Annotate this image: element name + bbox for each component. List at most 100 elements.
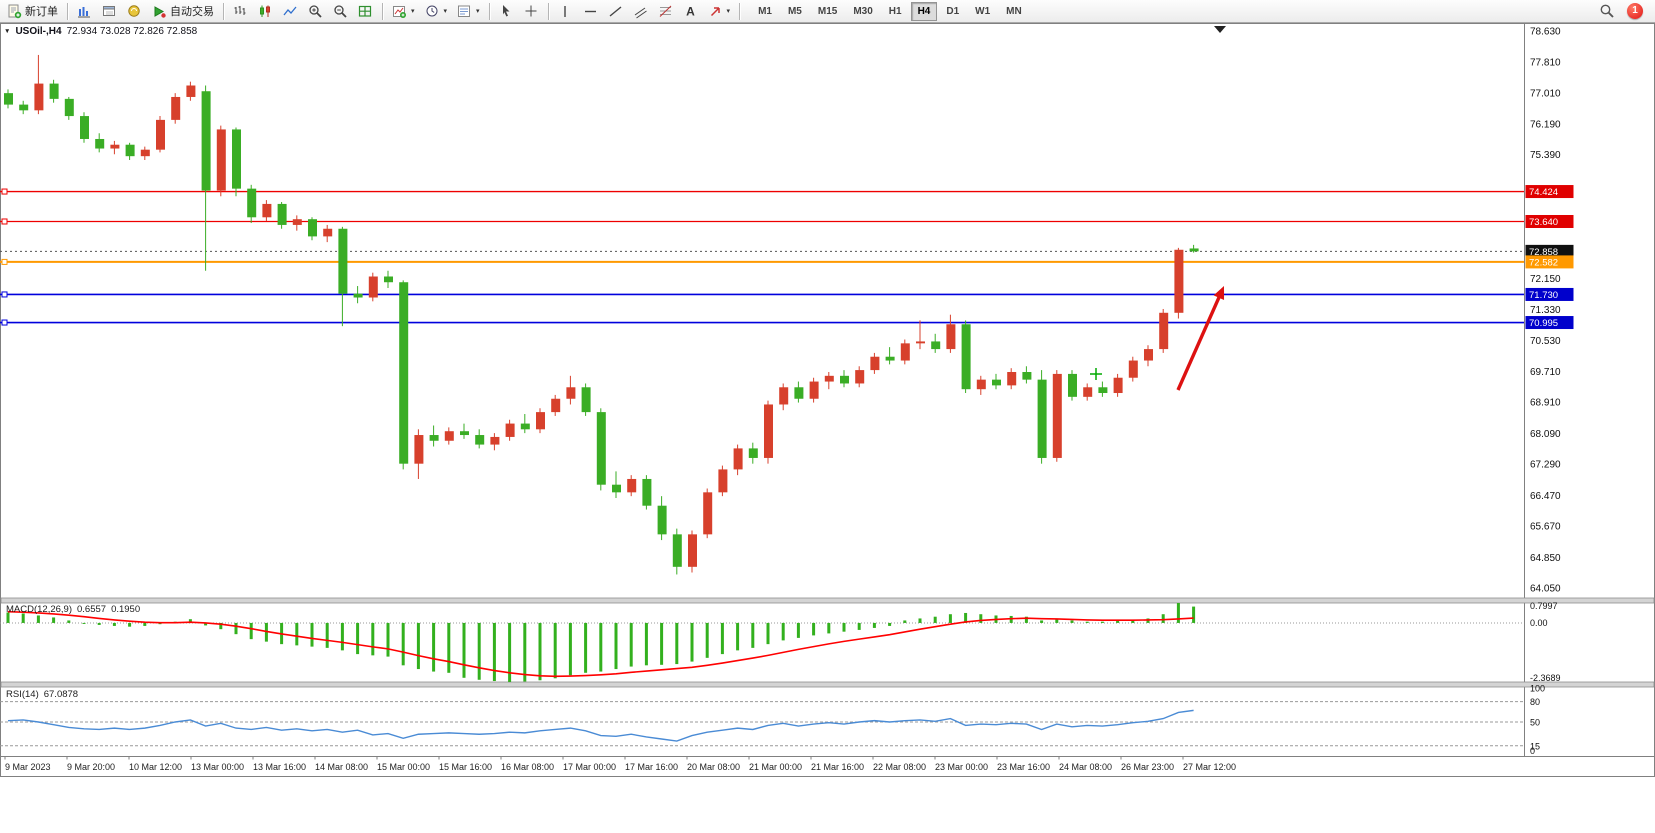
candle-body (809, 381, 819, 399)
candle-body (95, 138, 105, 149)
timeframe-button-m30[interactable]: M30 (846, 2, 879, 21)
timeframe-button-m15[interactable]: M15 (811, 2, 844, 21)
timeframe-button-m1[interactable]: M1 (751, 2, 779, 21)
candle-body (80, 116, 89, 139)
plus-marker-annotation[interactable] (1090, 368, 1102, 380)
svg-text:0: 0 (1530, 746, 1535, 756)
chart-menu-icon[interactable]: ▼ (4, 28, 11, 35)
new-order-label: 新订单 (25, 6, 58, 18)
macd-bar (523, 622, 527, 682)
fibonacci-icon (659, 5, 671, 17)
tile-windows-button[interactable] (354, 1, 377, 21)
candlestick-chart-icon (260, 5, 270, 17)
candle-body (916, 341, 925, 344)
rsi-line (7, 709, 1194, 742)
timeframe-button-mn[interactable]: MN (999, 2, 1029, 21)
bar-chart-type-button[interactable] (229, 1, 252, 21)
candle-body (855, 370, 865, 384)
candle-body (931, 341, 941, 350)
horizontal-line-button[interactable] (579, 1, 602, 21)
vertical-line-button[interactable] (554, 1, 577, 21)
market-watch-button[interactable] (73, 1, 96, 21)
macd-name: MACD(12,26,9) (6, 604, 72, 615)
notification-badge[interactable]: 1 (1627, 3, 1643, 19)
price-axis[interactable]: 78.630 77.810 77.010 76.190 75.390 72.150 71.3… (1530, 26, 1561, 594)
timeframe-button-d1[interactable]: D1 (939, 2, 966, 21)
zoom-in-button[interactable] (304, 1, 327, 21)
zoom-out-button[interactable] (329, 1, 352, 21)
time-axis[interactable]: 9 Mar 2023 9 Mar 20:00 10 Mar 12:00 13 Mar … (4, 756, 1236, 773)
periods-button[interactable]: ▾ (421, 1, 452, 21)
zoom-in-icon (309, 4, 322, 18)
toolbar-separator (223, 2, 224, 20)
macd-bar (1085, 621, 1089, 623)
macd-bar (6, 612, 10, 623)
arrows-button[interactable]: ▾ (704, 1, 735, 21)
candle-body (49, 83, 59, 99)
timeframe-button-h4[interactable]: H4 (910, 1, 938, 21)
macd-signal-line (7, 610, 1194, 678)
macd-bar (36, 615, 40, 623)
candlestick-chart-type-button[interactable] (254, 1, 277, 21)
indicators-icon (393, 5, 406, 18)
macd-bar (264, 622, 268, 642)
candle-body (247, 188, 257, 218)
macd-bar (827, 622, 831, 634)
candle-body (840, 375, 849, 384)
candle-body (64, 98, 74, 117)
candle-body (444, 431, 454, 441)
channel-button[interactable] (629, 1, 652, 21)
cursor-button[interactable] (495, 1, 518, 21)
text-label-button[interactable]: A (679, 1, 702, 21)
svg-text:77.010: 77.010 (1530, 88, 1561, 99)
navigator-button[interactable] (123, 1, 146, 21)
market-watch-icon (78, 6, 90, 17)
svg-text:64.850: 64.850 (1530, 553, 1561, 564)
macd-bar (158, 622, 162, 625)
macd-bar (97, 622, 101, 625)
macd-bar (188, 619, 192, 623)
timeframe-button-w1[interactable]: W1 (968, 2, 997, 21)
arrow-annotation[interactable] (1176, 286, 1225, 391)
crosshair-button[interactable] (520, 1, 543, 21)
data-window-button[interactable] (98, 1, 121, 21)
chart-symbol-period: USOil-,H4 (15, 26, 62, 37)
autotrade-button[interactable]: 自动交易 (148, 1, 218, 21)
macd-bar (872, 622, 876, 628)
trendline-button[interactable] (604, 1, 627, 21)
toolbar-separator (547, 2, 549, 20)
macd-bar (568, 622, 572, 676)
candle-body (323, 228, 333, 237)
macd-bar (508, 622, 512, 683)
svg-text:-2.3689: -2.3689 (1530, 673, 1561, 683)
cursor-icon (502, 4, 510, 16)
navigator-icon (128, 4, 140, 17)
price-badge (1525, 316, 1574, 330)
search-button[interactable] (1595, 1, 1619, 21)
rsi-panel: 100 80 50 150 (0, 684, 1545, 756)
candle-body (399, 282, 409, 464)
timeframe-button-h1[interactable]: H1 (882, 2, 909, 21)
macd-bar (675, 622, 679, 665)
line-chart-type-button[interactable] (279, 1, 302, 21)
macd-bar (812, 622, 816, 636)
fibonacci-button[interactable] (654, 1, 677, 21)
timeframe-button-m5[interactable]: M5 (781, 2, 809, 21)
candle-body (1113, 377, 1123, 394)
templates-button[interactable]: ▾ (453, 1, 484, 21)
toolbar-separator (67, 2, 68, 20)
new-order-button[interactable]: 新订单 (3, 1, 62, 21)
candle-body (1022, 372, 1032, 380)
macd-bar (234, 622, 238, 635)
svg-text:73.640: 73.640 (1529, 217, 1558, 228)
search-icon (1600, 4, 1614, 18)
indicators-button[interactable]: ▾ (388, 1, 419, 21)
candle-body (627, 478, 637, 493)
macd-bar (903, 620, 907, 623)
macd-bar (690, 622, 694, 662)
macd-indicator-label: MACD(12,26,9) 0.6557 0.1950 (6, 604, 140, 615)
macd-bar (447, 622, 451, 673)
macd-signal-value: 0.1950 (111, 604, 141, 615)
